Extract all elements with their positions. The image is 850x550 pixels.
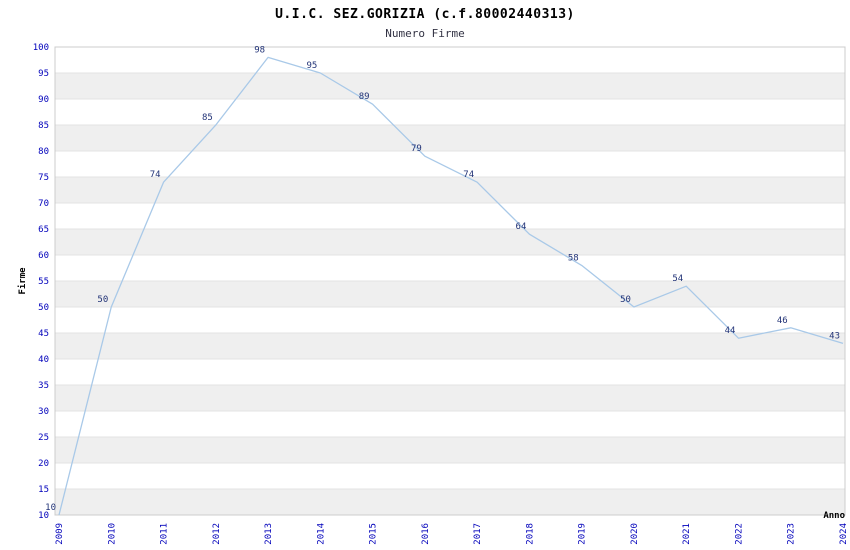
plot-band <box>55 229 845 255</box>
x-tick-label: 2021 <box>682 523 692 545</box>
point-value-label: 89 <box>359 92 370 102</box>
chart-subtitle: Numero Firme <box>385 27 464 40</box>
x-tick-label: 2016 <box>421 523 431 545</box>
plot-band <box>55 359 845 385</box>
point-value-label: 43 <box>829 331 840 341</box>
plot-band <box>55 99 845 125</box>
point-value-label: 54 <box>672 274 683 284</box>
x-tick-label: 2018 <box>525 523 535 545</box>
point-value-label: 64 <box>516 222 527 232</box>
point-value-label: 85 <box>202 113 213 123</box>
x-tick-label: 2022 <box>734 523 744 545</box>
y-tick-label: 60 <box>38 251 49 261</box>
series-line <box>58 56 844 516</box>
x-tick-label: 2020 <box>630 523 640 545</box>
y-axis-ticks: 10 15 20 25 30 35 40 45 50 55 60 65 70 75 80 85 90 95 100 <box>33 43 49 521</box>
y-tick-label: 80 <box>38 147 49 157</box>
x-tick-label: 2014 <box>316 523 326 545</box>
x-axis-title: Anno <box>823 511 845 521</box>
point-labels: 10 50 74 85 98 95 89 79 74 64 58 50 54 44 46 43 <box>45 45 840 513</box>
y-tick-label: 15 <box>38 485 49 495</box>
plot-border <box>54 46 846 516</box>
y-tick-label: 40 <box>38 355 49 365</box>
plot-band <box>55 125 845 151</box>
plot-band <box>55 463 845 489</box>
x-tick-label: 2024 <box>839 523 849 545</box>
point-value-label: 44 <box>725 326 736 336</box>
x-tick-label: 2009 <box>55 523 65 545</box>
x-tick-label: 2023 <box>787 523 797 545</box>
point-value-label: 79 <box>411 144 422 154</box>
x-tick-label: 2010 <box>107 523 117 545</box>
plot-bands <box>55 47 845 515</box>
point-value-label: 58 <box>568 253 579 263</box>
point-value-label: 74 <box>463 170 474 180</box>
x-tick-label: 2015 <box>369 523 379 545</box>
y-tick-label: 55 <box>38 277 49 287</box>
y-tick-label: 100 <box>33 43 49 53</box>
plot-band <box>55 489 845 515</box>
point-value-label: 46 <box>777 316 788 326</box>
y-tick-label: 35 <box>38 381 49 391</box>
y-tick-label: 65 <box>38 225 49 235</box>
point-value-label: 74 <box>150 170 161 180</box>
y-tick-label: 95 <box>38 69 49 79</box>
point-value-label: 95 <box>306 61 317 71</box>
point-value-label: 98 <box>254 45 265 55</box>
plot-band <box>55 281 845 307</box>
point-value-label: 10 <box>45 503 56 513</box>
y-tick-label: 45 <box>38 329 49 339</box>
x-tick-label: 2017 <box>473 523 483 545</box>
x-tick-label: 2019 <box>578 523 588 545</box>
y-tick-label: 85 <box>38 121 49 131</box>
x-axis-ticks: 2009 2010 2011 2012 2013 2014 2015 2016 2017 2018… <box>55 523 849 545</box>
y-tick-label: 30 <box>38 407 49 417</box>
y-tick-label: 50 <box>38 303 49 313</box>
y-tick-label: 70 <box>38 199 49 209</box>
y-tick-label: 75 <box>38 173 49 183</box>
plot-band <box>55 255 845 281</box>
plot-band <box>55 333 845 359</box>
point-value-label: 50 <box>97 295 108 305</box>
y-axis-title: Firme <box>17 267 28 295</box>
y-tick-label: 10 <box>38 511 49 521</box>
plot-band <box>55 47 845 73</box>
plot-band <box>55 203 845 229</box>
y-tick-label: 90 <box>38 95 49 105</box>
plot-band <box>55 177 845 203</box>
data-series <box>58 56 844 516</box>
plot-band <box>55 385 845 411</box>
point-value-label: 50 <box>620 295 631 305</box>
y-tick-label: 25 <box>38 433 49 443</box>
plot-band <box>55 307 845 333</box>
x-tick-label: 2011 <box>160 523 170 545</box>
plot-band <box>55 437 845 463</box>
x-tick-label: 2013 <box>264 523 274 545</box>
y-tick-label: 20 <box>38 459 49 469</box>
chart-title: U.I.C. SEZ.GORIZIA (c.f.80002440313) <box>275 7 575 22</box>
plot-band <box>55 151 845 177</box>
plot-band <box>55 411 845 437</box>
x-tick-label: 2012 <box>212 523 222 545</box>
plot-band <box>55 73 845 99</box>
